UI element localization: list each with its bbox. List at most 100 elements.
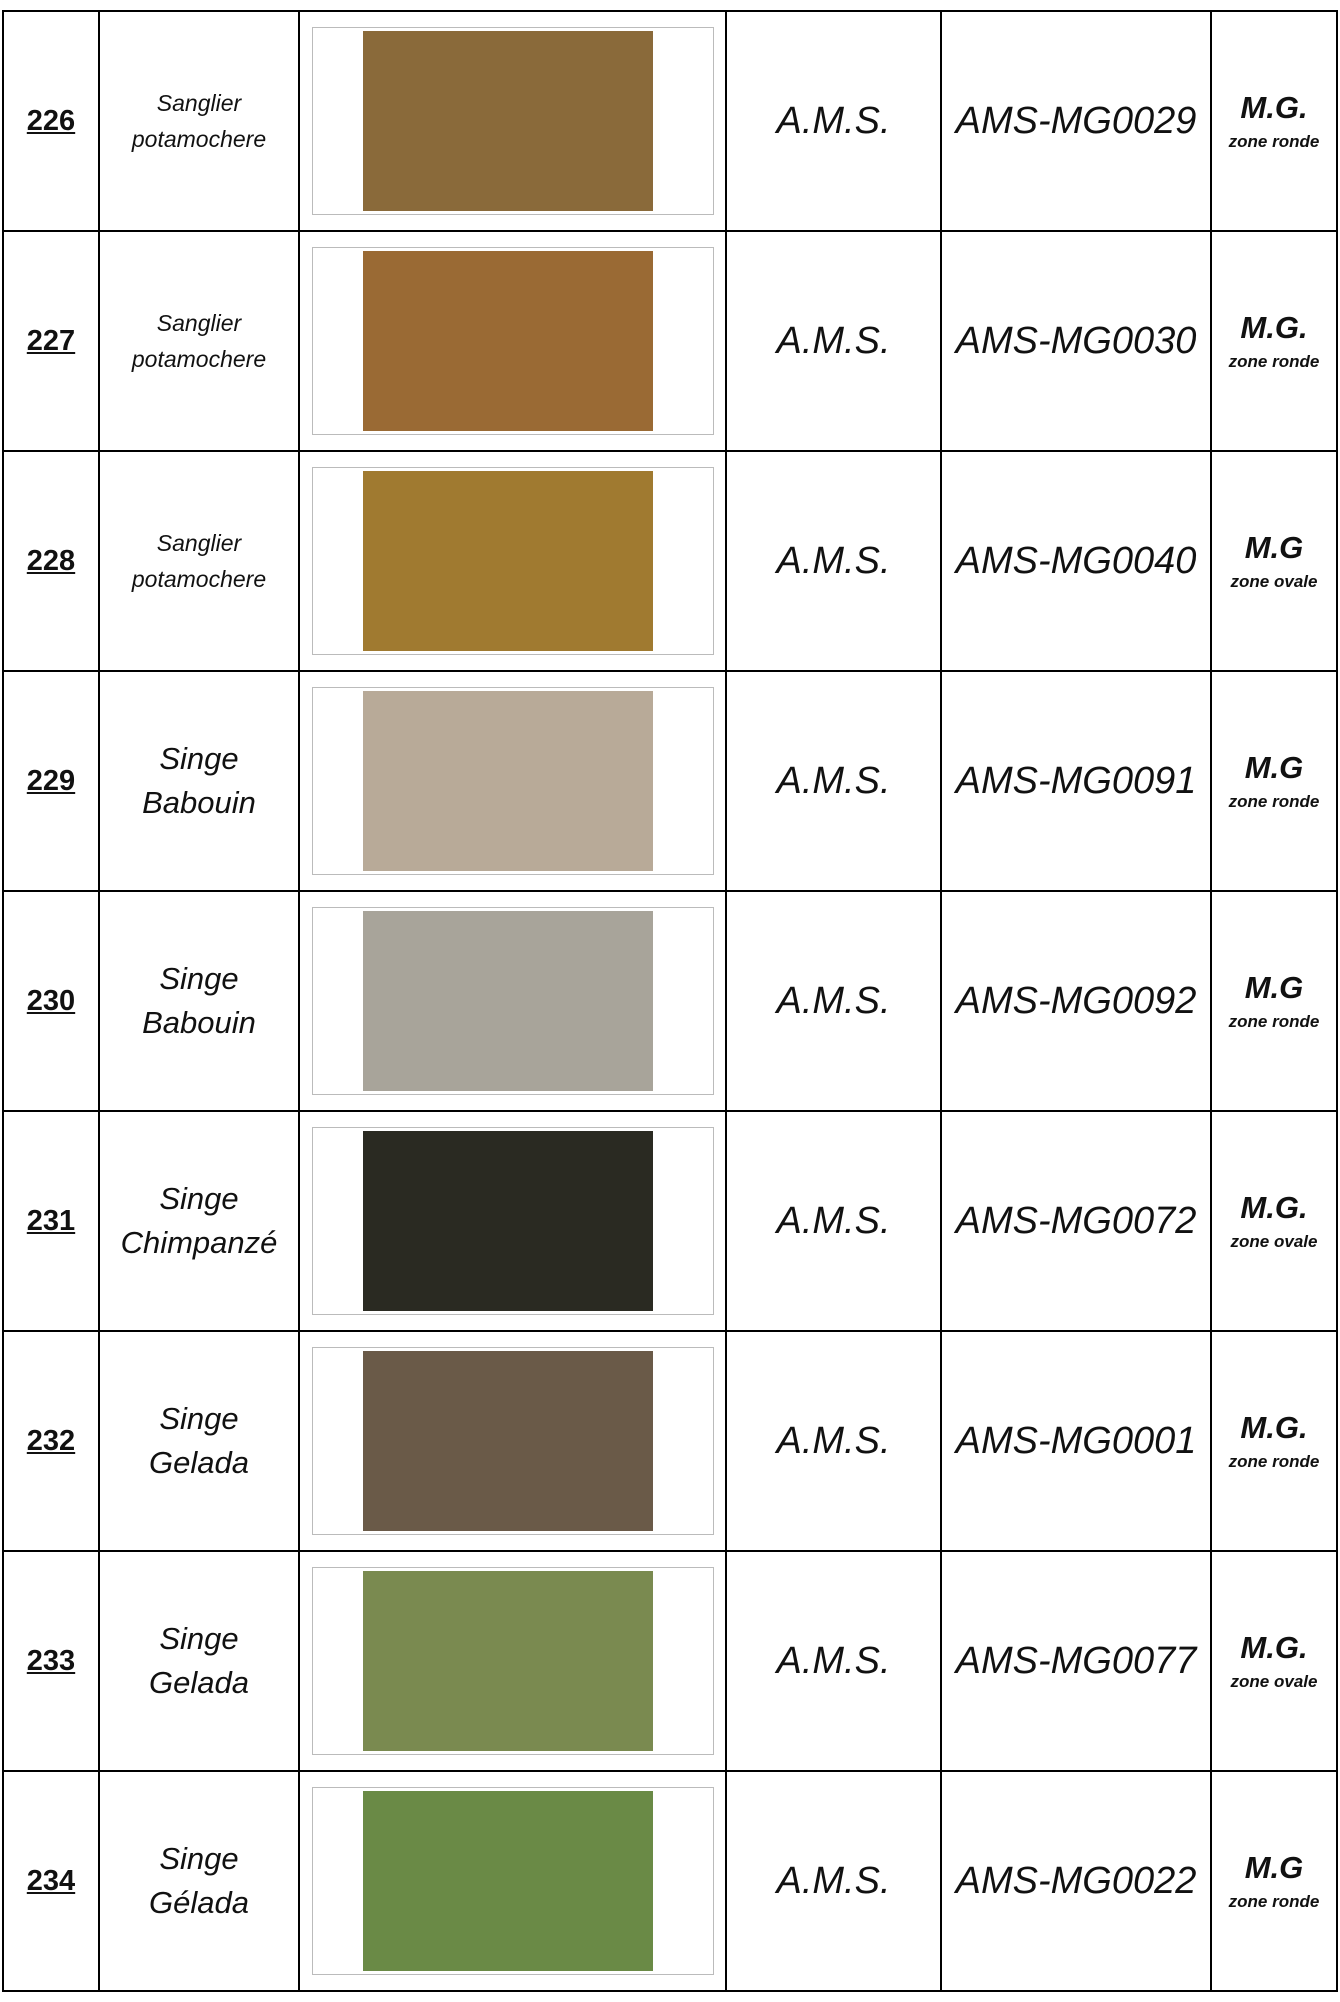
number-cell: 229	[2, 670, 100, 892]
name-line: Singe	[159, 1621, 239, 1656]
zone: zone ronde	[1228, 1452, 1320, 1471]
zone: zone ronde	[1228, 132, 1320, 151]
format: M.G.	[1240, 310, 1308, 345]
reference: AMS-MG0001	[955, 1419, 1197, 1462]
photo	[362, 1131, 653, 1311]
number-cell: 233	[2, 1550, 100, 1772]
supplier-cell: A.M.S.	[725, 450, 942, 672]
photo-cell	[298, 1110, 727, 1332]
name-line: Singe	[159, 741, 239, 776]
photo-frame	[311, 1127, 714, 1315]
name-line: potamochere	[131, 126, 267, 152]
reference: AMS-MG0091	[955, 759, 1197, 802]
name-line: Sanglier	[156, 310, 242, 336]
row: 228 Sanglier potamochere A.M.S. AMS-MG0040 M.…	[2, 450, 1338, 672]
reference-cell: AMS-MG0030	[940, 230, 1212, 452]
supplier-cell: A.M.S.	[725, 670, 942, 892]
name-line: Sanglier	[156, 530, 242, 556]
name-line: Chimpanzé	[120, 1225, 278, 1260]
name-cell: Singe Chimpanzé	[98, 1110, 300, 1332]
number: 234	[26, 1864, 76, 1897]
photo-cell	[298, 890, 727, 1112]
row: 231 Singe Chimpanzé A.M.S. AMS-MG0072 M.G. zon…	[2, 1110, 1338, 1332]
supplier: A.M.S.	[776, 979, 891, 1022]
supplier-cell: A.M.S.	[725, 1110, 942, 1332]
row: 227 Sanglier potamochere A.M.S. AMS-MG0030 M.…	[2, 230, 1338, 452]
name-line: Singe	[159, 1401, 239, 1436]
name-line: Singe	[159, 961, 239, 996]
number-cell: 228	[2, 450, 100, 672]
photo-frame	[311, 907, 714, 1095]
row: 234 Singe Gélada A.M.S. AMS-MG0022 M.G zone ro…	[2, 1770, 1338, 1992]
zone: zone ovale	[1230, 572, 1318, 591]
number-cell: 231	[2, 1110, 100, 1332]
format-cell: M.G. zone ronde	[1210, 10, 1338, 232]
number: 232	[26, 1424, 76, 1457]
supplier: A.M.S.	[776, 539, 891, 582]
format: M.G.	[1240, 1190, 1308, 1225]
photo-cell	[298, 1550, 727, 1772]
photo-cell	[298, 450, 727, 672]
supplier: A.M.S.	[776, 1859, 891, 1902]
supplier-cell: A.M.S.	[725, 1770, 942, 1992]
supplier: A.M.S.	[776, 1639, 891, 1682]
zone: zone ovale	[1230, 1672, 1318, 1691]
reference-cell: AMS-MG0072	[940, 1110, 1212, 1332]
name-line: Singe	[159, 1181, 239, 1216]
name-line: Gelada	[149, 1445, 249, 1480]
supplier-cell: A.M.S.	[725, 890, 942, 1112]
reference: AMS-MG0022	[955, 1859, 1197, 1902]
photo-frame	[311, 1347, 714, 1535]
format: M.G.	[1240, 1410, 1308, 1445]
photo-cell	[298, 670, 727, 892]
catalog-table: 226 Sanglier potamochere A.M.S. AMS-MG0029 M.…	[2, 10, 1338, 1992]
format: M.G	[1244, 750, 1304, 785]
supplier: A.M.S.	[776, 1419, 891, 1462]
reference-cell: AMS-MG0022	[940, 1770, 1212, 1992]
photo-frame	[311, 687, 714, 875]
row: 226 Sanglier potamochere A.M.S. AMS-MG0029 M.…	[2, 10, 1338, 232]
number-cell: 234	[2, 1770, 100, 1992]
number: 227	[26, 324, 76, 357]
photo	[362, 31, 653, 211]
reference-cell: AMS-MG0040	[940, 450, 1212, 672]
number: 229	[26, 764, 76, 797]
format-cell: M.G. zone ronde	[1210, 230, 1338, 452]
number: 230	[26, 984, 76, 1017]
photo	[362, 471, 653, 651]
name-line: Gelada	[149, 1665, 249, 1700]
row: 230 Singe Babouin A.M.S. AMS-MG0092 M.G zone r…	[2, 890, 1338, 1112]
name-line: potamochere	[131, 566, 267, 592]
format-cell: M.G. zone ovale	[1210, 1550, 1338, 1772]
row: 232 Singe Gelada A.M.S. AMS-MG0001 M.G. zone r…	[2, 1330, 1338, 1552]
zone: zone ronde	[1228, 1892, 1320, 1911]
name-line: Babouin	[142, 785, 256, 820]
reference-cell: AMS-MG0001	[940, 1330, 1212, 1552]
supplier-cell: A.M.S.	[725, 10, 942, 232]
name-line: Sanglier	[156, 90, 242, 116]
number: 231	[26, 1204, 76, 1237]
row: 233 Singe Gelada A.M.S. AMS-MG0077 M.G. zone o…	[2, 1550, 1338, 1772]
photo-frame	[311, 1787, 714, 1975]
reference: AMS-MG0030	[955, 319, 1197, 362]
supplier: A.M.S.	[776, 1199, 891, 1242]
reference-cell: AMS-MG0077	[940, 1550, 1212, 1772]
photo	[362, 1351, 653, 1531]
format: M.G	[1244, 530, 1304, 565]
format-cell: M.G zone ronde	[1210, 1770, 1338, 1992]
zone: zone ronde	[1228, 352, 1320, 371]
format-cell: M.G zone ovale	[1210, 450, 1338, 672]
zone: zone ronde	[1228, 1012, 1320, 1031]
reference: AMS-MG0077	[955, 1639, 1197, 1682]
format-cell: M.G zone ronde	[1210, 890, 1338, 1112]
reference: AMS-MG0040	[955, 539, 1197, 582]
supplier-cell: A.M.S.	[725, 1550, 942, 1772]
name-line: Singe	[159, 1841, 239, 1876]
photo-frame	[311, 27, 714, 215]
reference-cell: AMS-MG0091	[940, 670, 1212, 892]
format-cell: M.G. zone ronde	[1210, 1330, 1338, 1552]
name-line: Gélada	[149, 1885, 249, 1920]
reference: AMS-MG0072	[955, 1199, 1197, 1242]
name-line: Babouin	[142, 1005, 256, 1040]
photo-frame	[311, 1567, 714, 1755]
